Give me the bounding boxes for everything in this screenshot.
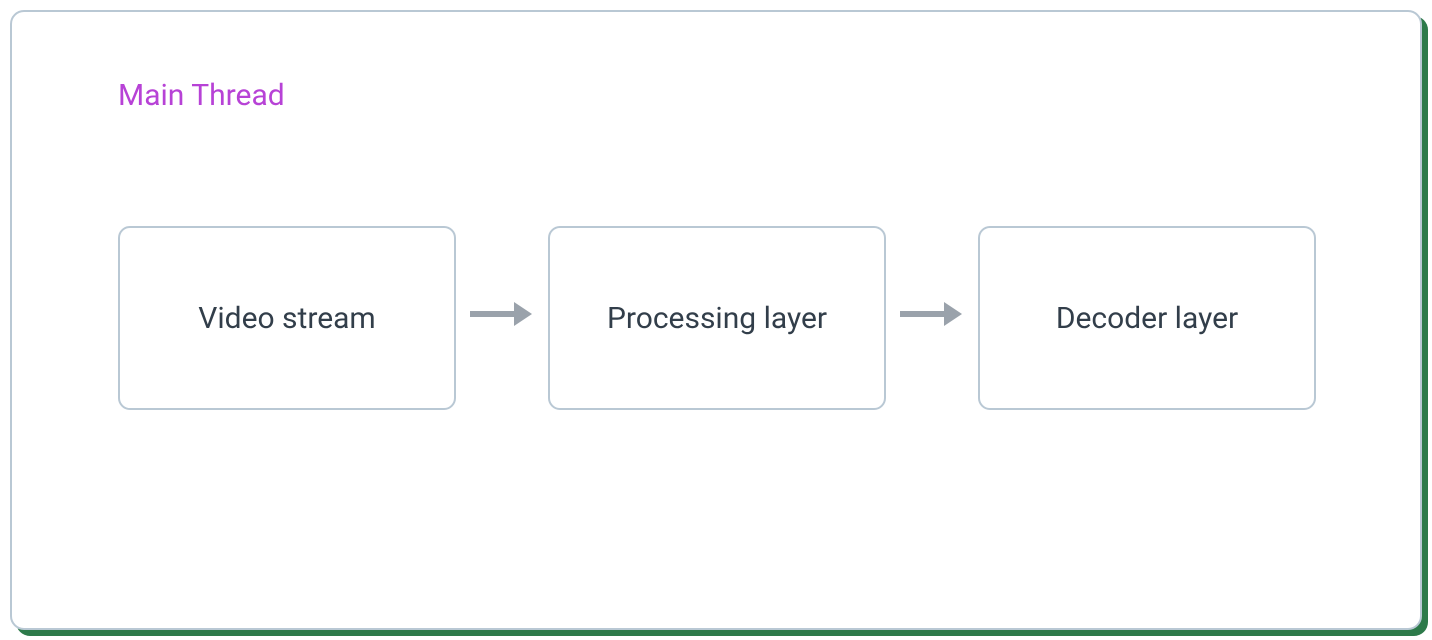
arrow-line xyxy=(900,311,944,317)
node-video-stream: Video stream xyxy=(118,226,456,410)
arrow-line xyxy=(470,311,514,317)
diagram-title: Main Thread xyxy=(118,78,285,113)
node-label: Decoder layer xyxy=(1056,301,1238,336)
arrow-head-icon xyxy=(514,302,532,326)
arrow-head-icon xyxy=(944,302,962,326)
diagram-canvas: Main Thread Video stream Processing laye… xyxy=(0,0,1432,640)
node-processing-layer: Processing layer xyxy=(548,226,886,410)
node-decoder-layer: Decoder layer xyxy=(978,226,1316,410)
node-label: Processing layer xyxy=(607,301,827,336)
arrow-icon xyxy=(900,302,962,326)
node-label: Video stream xyxy=(198,301,376,336)
arrow-icon xyxy=(470,302,532,326)
